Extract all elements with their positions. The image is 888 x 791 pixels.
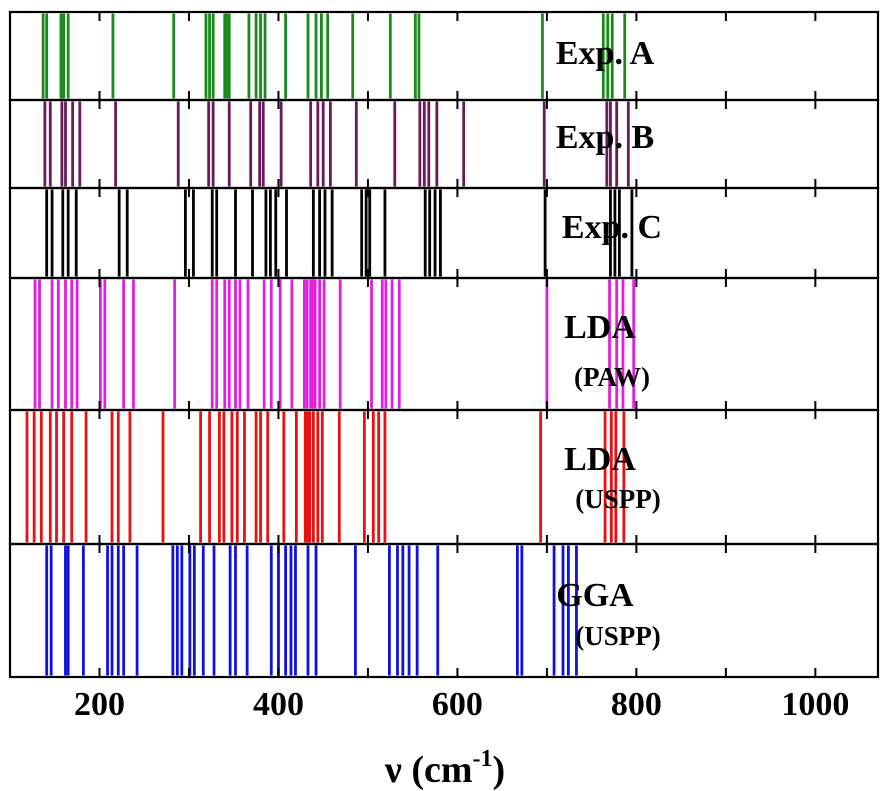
panel-5: LDA (USPP) — [8, 408, 880, 546]
x-axis: 200 400 600 800 1000 — [74, 686, 849, 723]
panel-5-label-line-1: LDA — [564, 441, 636, 478]
panel-3-frame — [8, 186, 880, 280]
panel-6: GGA (USPP) — [8, 542, 880, 679]
x-tick-label: 1000 — [781, 686, 849, 723]
panel-4-frame — [8, 276, 880, 412]
x-axis-title-main: ν (cm — [384, 749, 473, 791]
panels-layer: Exp. A Exp. B Exp. C LDA (PAW) LDA (USPP) GGA (U… — [8, 10, 880, 679]
x-tick-label: 400 — [253, 686, 304, 723]
panel-2: Exp. B — [8, 98, 880, 190]
panel-4-label-line-2: (PAW) — [574, 362, 650, 392]
x-axis-title-tail: ) — [493, 749, 506, 791]
x-tick-label: 200 — [74, 686, 125, 723]
panel-3: Exp. C — [8, 186, 880, 280]
panel-6-label-line-2: (USPP) — [575, 621, 660, 651]
panel-1-frame — [8, 10, 880, 102]
x-tick-label: 600 — [432, 686, 483, 723]
panel-1-label-line-1: Exp. A — [556, 35, 655, 72]
panel-1: Exp. A — [8, 10, 880, 102]
panel-5-frame — [8, 408, 880, 546]
panel-3-label-line-1: Exp. C — [562, 209, 662, 246]
panel-2-frame — [8, 98, 880, 190]
panel-6-label-line-1: GGA — [556, 577, 634, 614]
x-tick-label: 800 — [611, 686, 662, 723]
panel-4-label-line-1: LDA — [564, 309, 636, 346]
panel-4: LDA (PAW) — [8, 276, 880, 412]
x-axis-title-superscript: -1 — [473, 746, 493, 772]
panel-5-label-line-2: (USPP) — [575, 484, 660, 514]
panel-6-frame — [8, 542, 880, 679]
x-axis-title: ν (cm-1) — [384, 746, 505, 791]
panel-2-label-line-1: Exp. B — [556, 119, 654, 156]
